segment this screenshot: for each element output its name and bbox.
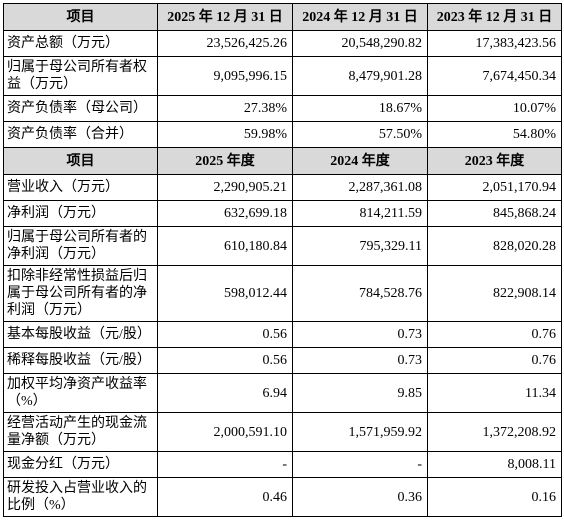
value-cell: 822,908.14 [427,265,562,322]
value-cell: 10.07% [427,95,562,122]
value-cell: - [292,451,428,478]
value-cell: 0.76 [427,347,562,374]
value-cell: 1,372,208.92 [427,412,562,452]
data-row: 资产总额（万元） 23,526,425.26 20,548,290.82 17,383… [3,30,562,57]
value-cell: 20,548,290.82 [292,30,428,57]
row-label: 扣除非经常性损益后归属于母公司所有者的净利润（万元） [3,265,158,322]
value-cell: 54.80% [427,121,562,148]
financial-table: 项目 2025 年 12 月 31 日 2024 年 12 月 31 日 2023 年… [3,3,562,517]
value-cell: 0.16 [427,477,562,517]
value-cell: 0.56 [157,347,293,374]
row-label: 稀释每股收益（元/股） [3,347,158,374]
row-label: 归属于母公司所有者的净利润（万元） [3,226,158,266]
value-cell: 828,020.28 [427,226,562,266]
data-row: 归属于母公司所有者的净利润（万元） 610,180.84 795,329.11 828… [3,226,562,266]
header-cell: 项目 [3,3,158,31]
data-row: 净利润（万元） 632,699.18 814,211.59 845,868.24 [3,200,562,227]
value-cell: 8,008.11 [427,451,562,478]
value-cell: - [157,451,293,478]
table-body: 项目 2025 年 12 月 31 日 2024 年 12 月 31 日 2023 年… [3,3,562,517]
value-cell: 9.85 [292,373,428,413]
row-label: 现金分红（万元） [3,451,158,478]
value-cell: 2,051,170.94 [427,174,562,201]
value-cell: 610,180.84 [157,226,293,266]
data-row: 经营活动产生的现金流量净额（万元） 2,000,591.10 1,571,959.9… [3,412,562,452]
value-cell: 784,528.76 [292,265,428,322]
value-cell: 0.76 [427,321,562,348]
value-cell: 795,329.11 [292,226,428,266]
header-cell: 2025 年 12 月 31 日 [157,3,293,31]
value-cell: 2,290,905.21 [157,174,293,201]
header-cell: 2024 年 12 月 31 日 [292,3,428,31]
value-cell: 17,383,423.56 [427,30,562,57]
row-label: 基本每股收益（元/股） [3,321,158,348]
value-cell: 0.73 [292,347,428,374]
value-cell: 0.46 [157,477,293,517]
value-cell: 0.36 [292,477,428,517]
value-cell: 18.67% [292,95,428,122]
data-row: 归属于母公司所有者权益（万元） 9,095,996.15 8,479,901.28 7… [3,56,562,96]
header-cell: 2023 年度 [427,147,562,175]
data-row: 稀释每股收益（元/股） 0.56 0.73 0.76 [3,347,562,374]
value-cell: 57.50% [292,121,428,148]
value-cell: 0.73 [292,321,428,348]
value-cell: 2,287,361.08 [292,174,428,201]
header-cell: 项目 [3,147,158,175]
value-cell: 6.94 [157,373,293,413]
row-label: 研发投入占营业收入的比例（%） [3,477,158,517]
data-row: 加权平均净资产收益率（%） 6.94 9.85 11.34 [3,373,562,413]
value-cell: 11.34 [427,373,562,413]
row-label: 营业收入（万元） [3,174,158,201]
value-cell: 0.56 [157,321,293,348]
data-row: 现金分红（万元） - -8,008.11 [3,451,562,478]
data-row: 资产负债率（合并） 59.98% 57.50% 54.80% [3,121,562,148]
row-label: 归属于母公司所有者权益（万元） [3,56,158,96]
row-label: 资产负债率（合并） [3,121,158,148]
header-row: 项目 2025 年 12 月 31 日 2024 年 12 月 31 日 2023 年… [3,3,562,31]
header-cell: 2023 年 12 月 31 日 [427,3,562,31]
value-cell: 9,095,996.15 [157,56,293,96]
value-cell: 27.38% [157,95,293,122]
row-label: 净利润（万元） [3,200,158,227]
row-label: 加权平均净资产收益率（%） [3,373,158,413]
value-cell: 845,868.24 [427,200,562,227]
value-cell: 8,479,901.28 [292,56,428,96]
row-label: 资产总额（万元） [3,30,158,57]
value-cell: 7,674,450.34 [427,56,562,96]
header-cell: 2025 年度 [157,147,293,175]
data-row: 扣除非经常性损益后归属于母公司所有者的净利润（万元） 598,012.44 784,… [3,265,562,322]
data-row: 资产负债率（母公司） 27.38% 18.67% 10.07% [3,95,562,122]
data-row: 研发投入占营业收入的比例（%） 0.46 0.36 0.16 [3,477,562,517]
value-cell: 23,526,425.26 [157,30,293,57]
value-cell: 59.98% [157,121,293,148]
value-cell: 2,000,591.10 [157,412,293,452]
value-cell: 598,012.44 [157,265,293,322]
value-cell: 632,699.18 [157,200,293,227]
value-cell: 814,211.59 [292,200,428,227]
data-row: 基本每股收益（元/股） 0.56 0.73 0.76 [3,321,562,348]
header-cell: 2024 年度 [292,147,428,175]
header-row: 项目 2025 年度 2024 年度 2023 年度 [3,147,562,175]
row-label: 资产负债率（母公司） [3,95,158,122]
data-row: 营业收入（万元） 2,290,905.21 2,287,361.08 2,051,17… [3,174,562,201]
value-cell: 1,571,959.92 [292,412,428,452]
row-label: 经营活动产生的现金流量净额（万元） [3,412,158,452]
